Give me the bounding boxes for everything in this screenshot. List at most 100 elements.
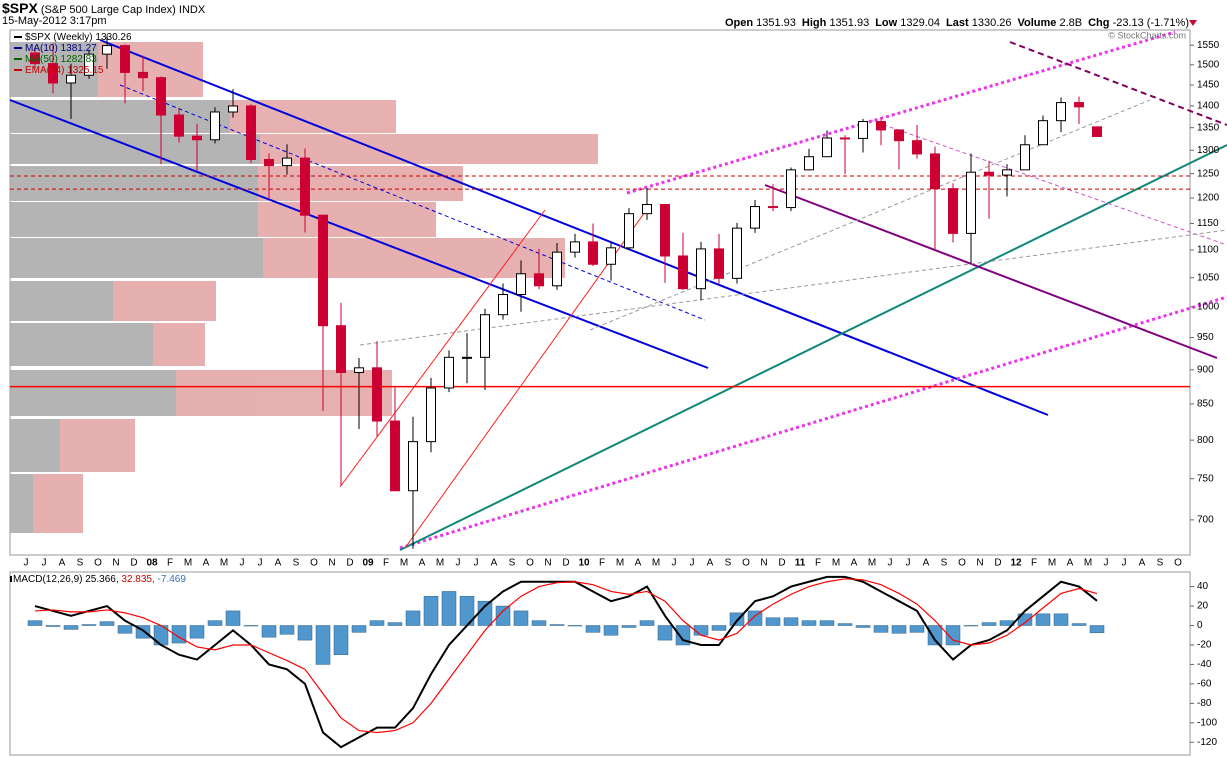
candle-body (390, 420, 400, 492)
x-tick-label: M (652, 558, 660, 569)
y-tick-label: -80 (1197, 698, 1212, 709)
x-tick-label: N (760, 558, 767, 569)
legend-entry: MA(50) 1282.83 (25, 54, 97, 65)
histogram-bar (603, 625, 619, 636)
y-tick-label: 1550 (1197, 40, 1220, 51)
x-tick-label: J (240, 558, 245, 569)
candle-body (282, 157, 292, 167)
x-tick-label: N (976, 558, 983, 569)
vbp-up (33, 474, 83, 533)
candle-body (1038, 120, 1048, 146)
candle-body (498, 293, 508, 316)
candle-body (948, 188, 958, 234)
candle-body (138, 71, 148, 79)
candle-body (678, 255, 688, 290)
y-tick-label: 900 (1197, 364, 1214, 375)
symbol: $SPX (2, 0, 38, 16)
vbp-up (260, 134, 598, 164)
histogram-bar (369, 620, 385, 626)
x-tick-label: A (203, 558, 210, 569)
x-tick-label: S (293, 558, 300, 569)
candle-body (786, 169, 796, 209)
x-tick-label: A (851, 558, 858, 569)
histogram-bar (387, 622, 403, 626)
x-tick-label: O (310, 558, 318, 569)
x-tick-label: M (1048, 558, 1056, 569)
vbp-down (10, 166, 258, 201)
candle-body (714, 248, 724, 279)
vbp-up (113, 281, 216, 321)
candle-body (840, 137, 850, 140)
candle-body (606, 247, 616, 265)
candle-body (264, 158, 274, 167)
trendline (399, 295, 1227, 550)
quote-value: 1351.93 (829, 17, 870, 29)
candle-body (480, 314, 490, 358)
y-tick-label: 1200 (1197, 193, 1220, 204)
legend-entry: $SPX (Weekly) 1330.26 (25, 32, 132, 43)
y-tick-label: -120 (1197, 737, 1217, 748)
candle-body (192, 135, 202, 141)
vbp-down (10, 474, 33, 533)
x-tick-label: J (906, 558, 911, 569)
histogram-bar (333, 625, 349, 655)
x-tick-label: M (1084, 558, 1092, 569)
y-tick-label: 1300 (1197, 145, 1220, 156)
x-tick-label: J (456, 558, 461, 569)
histogram-bar (693, 625, 709, 636)
histogram-bar (909, 625, 925, 633)
histogram-bar (189, 625, 205, 639)
candle-body (732, 227, 742, 279)
histogram-bar (873, 625, 889, 633)
x-tick-label: D (346, 558, 353, 569)
candle-body (642, 204, 652, 215)
vbp-up (263, 238, 565, 278)
candle-body (624, 213, 634, 249)
candle-body (1002, 169, 1012, 176)
vbp-down (10, 323, 153, 366)
candle-body (912, 140, 922, 155)
histogram-bar (423, 596, 439, 626)
y-tick-label: 40 (1197, 581, 1209, 592)
histogram-bar (27, 620, 43, 626)
x-tick-label: A (635, 558, 642, 569)
histogram-bar (1053, 613, 1069, 626)
candle-body (318, 214, 328, 327)
trendline (626, 30, 1176, 195)
index-name: (S&P 500 Large Cap Index) (40, 4, 176, 16)
y-tick-label: 750 (1197, 473, 1214, 484)
vbp-up (60, 419, 135, 472)
histogram-bar (639, 620, 655, 626)
trendline (359, 229, 1227, 346)
x-tick-label: 08 (146, 558, 158, 569)
quote: Open 1351.93 High 1351.93 Low 1329.04 Last … (719, 17, 1189, 29)
histogram-bar (981, 622, 997, 626)
quote-label: High (801, 17, 827, 29)
histogram-bar (621, 625, 637, 628)
candle-body (588, 241, 598, 265)
x-tick-label: J (690, 558, 695, 569)
x-tick-label: D (130, 558, 137, 569)
candle-body (930, 153, 940, 190)
vbp-down (10, 238, 263, 278)
histogram-bar (495, 605, 511, 626)
date: 15-May-2012 3:17pm (2, 15, 107, 27)
legend-name: MA(50) (25, 54, 58, 65)
x-tick-label: J (42, 558, 47, 569)
vbp-up (153, 323, 205, 366)
x-tick-label: M (868, 558, 876, 569)
histogram-bar (945, 625, 961, 646)
candle-body (696, 248, 706, 290)
x-tick-label: M (616, 558, 624, 569)
x-tick-label: A (1067, 558, 1074, 569)
histogram-bar (117, 625, 133, 634)
legend-value: 1325.15 (67, 65, 104, 76)
y-tick-label: 1050 (1197, 272, 1220, 283)
x-tick-label: 10 (578, 558, 590, 569)
candle-body (444, 356, 454, 389)
vbp-up (258, 202, 436, 237)
candle-body (876, 121, 886, 131)
histogram-bar (405, 610, 421, 626)
candle-body (768, 206, 778, 209)
